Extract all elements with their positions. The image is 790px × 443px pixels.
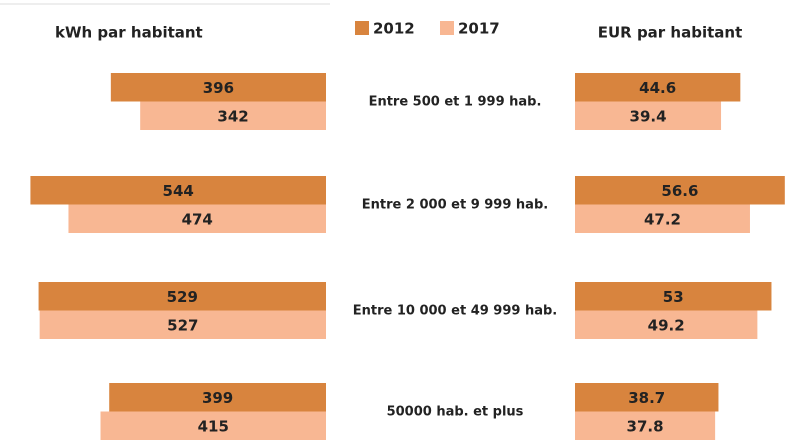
right-title: EUR par habitant — [598, 24, 743, 42]
bar — [575, 204, 750, 233]
bar — [575, 176, 785, 205]
bar — [575, 383, 719, 412]
bar-value-label: 415 — [198, 417, 229, 435]
legend-label: 2017 — [458, 20, 500, 38]
left-title: kWh par habitant — [55, 24, 203, 42]
bar — [68, 204, 327, 233]
bar-value-label: 37.8 — [627, 417, 664, 435]
bar — [30, 176, 326, 205]
bar — [575, 411, 716, 440]
bar — [38, 282, 327, 311]
bar-value-label: 49.2 — [648, 316, 685, 334]
bar-value-label: 56.6 — [661, 182, 698, 200]
bar-value-label: 44.6 — [639, 79, 676, 97]
category-label: Entre 500 et 1 999 hab. — [369, 94, 542, 109]
bar — [575, 282, 772, 311]
legend-swatch — [355, 21, 369, 35]
bar-value-label: 38.7 — [628, 389, 665, 407]
legend-label: 2012 — [373, 20, 415, 38]
bar — [140, 101, 326, 130]
bar — [109, 383, 327, 412]
bar-value-label: 529 — [167, 288, 198, 306]
bar-value-label: 342 — [217, 107, 248, 125]
bar-value-label: 396 — [203, 79, 234, 97]
bar — [39, 310, 327, 339]
category-label: Entre 10 000 et 49 999 hab. — [353, 303, 558, 318]
bar — [575, 310, 758, 339]
bar-value-label: 47.2 — [644, 210, 681, 228]
bar-value-label: 399 — [202, 389, 233, 407]
bar — [110, 73, 326, 102]
category-label: 50000 hab. et plus — [387, 404, 524, 419]
bar — [575, 73, 741, 102]
bar-value-label: 53 — [663, 288, 684, 306]
category-label: Entre 2 000 et 9 999 hab. — [362, 197, 548, 212]
bar-value-label: 544 — [163, 182, 194, 200]
bar-value-label: 474 — [182, 210, 213, 228]
bar — [575, 101, 722, 130]
legend-swatch — [440, 21, 454, 35]
bar-value-label: 39.4 — [630, 107, 667, 125]
bar-value-label: 527 — [167, 316, 198, 334]
bar — [100, 411, 327, 440]
